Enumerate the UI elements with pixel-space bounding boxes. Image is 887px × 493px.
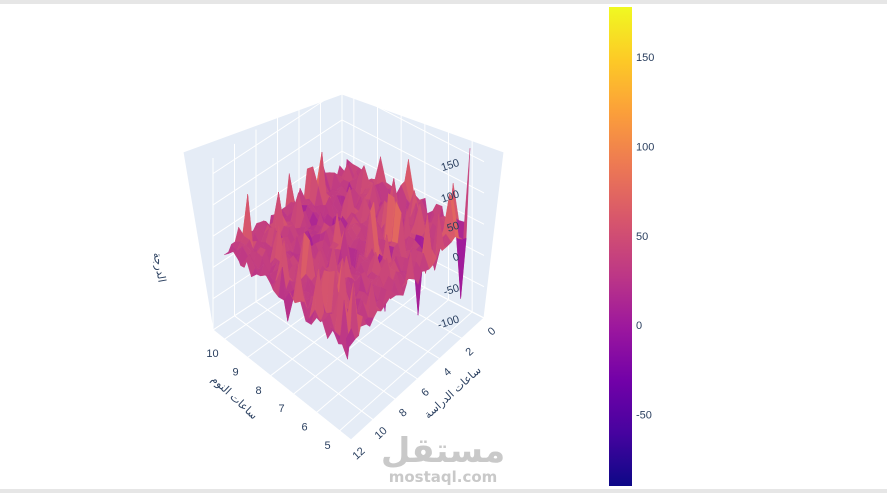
- surface-mesh[interactable]: [224, 148, 471, 360]
- y-tick-label: 6: [301, 422, 307, 434]
- colorbar-tick-label: 150: [636, 52, 654, 64]
- y-axis-ticks: 5 6 7 8 9 10: [206, 348, 330, 452]
- y-tick-label: 10: [206, 348, 218, 360]
- y-axis-title: ساعات النوم: [209, 373, 261, 422]
- grid-line: [341, 88, 485, 163]
- grid-line: [316, 299, 449, 413]
- x-axis-title: ساعات الدراسة: [422, 363, 484, 421]
- watermark-logo: مستقل mostaql.com: [381, 431, 505, 486]
- colorbar: [609, 7, 632, 486]
- z-tick-label: 0: [451, 251, 461, 264]
- surface-cell: [338, 320, 348, 360]
- colorbar-ticks: -50 0 50 100 150: [636, 52, 654, 421]
- x-tick-label: 2: [464, 346, 477, 359]
- watermark-arabic: مستقل: [381, 431, 505, 471]
- grid-line: [234, 315, 374, 421]
- x-tick-label: 8: [397, 407, 410, 420]
- z-tick-label: 50: [446, 220, 461, 235]
- y-tick-label: 9: [232, 367, 238, 379]
- colorbar-tick-label: 0: [636, 320, 642, 332]
- grid-line: [255, 301, 396, 400]
- watermark-latin: mostaql.com: [389, 468, 498, 486]
- x-tick-label: 6: [419, 386, 432, 399]
- x-tick-label: 12: [350, 445, 367, 462]
- grid-line: [212, 329, 352, 441]
- z-axis-title: الدرجة: [150, 251, 168, 283]
- y-tick-label: 7: [278, 403, 284, 415]
- y-tick-label: 5: [324, 440, 330, 452]
- top-border: [0, 0, 887, 4]
- z-tick-label: -50: [442, 282, 461, 298]
- x-tick-label: 4: [441, 366, 454, 379]
- bottom-border: [0, 489, 887, 493]
- grid-line: [339, 311, 473, 432]
- grid-line: [341, 119, 485, 194]
- colorbar-tick-label: 50: [636, 231, 648, 243]
- y-tick-label: 8: [255, 385, 261, 397]
- x-tick-label: 0: [486, 325, 499, 338]
- grid-line: [293, 287, 426, 395]
- colorbar-tick-label: -50: [636, 410, 652, 422]
- colorbar-tick-label: 100: [636, 141, 654, 153]
- z-tick-label: 100: [440, 188, 461, 205]
- z-tick-label: 150: [440, 157, 461, 174]
